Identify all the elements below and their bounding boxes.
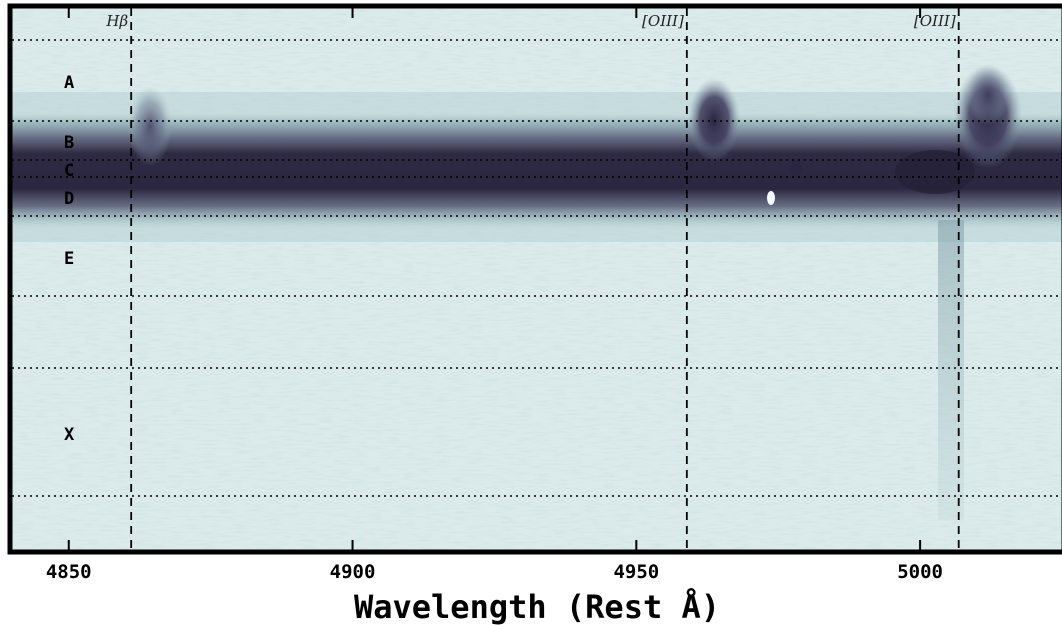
x-tick-label: 5000 (897, 561, 943, 583)
oiii-5007-core (895, 150, 975, 194)
region-label: D (64, 189, 74, 209)
region-labels: A B C D E X (64, 73, 75, 445)
x-tick-label: 4950 (613, 561, 659, 583)
small-dark-blob (790, 159, 802, 177)
emission-trail (938, 220, 964, 520)
bright-spot (767, 191, 775, 205)
region-boundaries (12, 39, 1062, 497)
oiii-4959-emission (688, 78, 740, 162)
x-axis-ticks: 4850 4900 4950 5000 (46, 8, 943, 583)
emission-line-label: [OIII] (642, 12, 684, 30)
region-label: E (64, 249, 74, 269)
continuum-band (12, 112, 1062, 230)
oiii-5007-halo (966, 65, 1010, 125)
region-label: B (64, 133, 74, 153)
hbeta-emission (128, 86, 172, 166)
emission-line-label: Hβ (105, 12, 128, 30)
image-noise (12, 8, 1062, 550)
axes-frame (7, 3, 1062, 555)
spectrum-image (12, 8, 1062, 550)
region-label: A (64, 73, 74, 93)
x-tick-label: 4850 (46, 561, 92, 583)
region-label: C (64, 161, 74, 181)
x-tick-label: 4900 (330, 561, 376, 583)
region-label: X (64, 425, 75, 445)
emission-line-markers: Hβ [OIII] [OIII] (105, 8, 960, 550)
emission-line-label: [OIII] (914, 12, 956, 30)
x-axis-label: Wavelength (Rest Å) (354, 588, 720, 625)
